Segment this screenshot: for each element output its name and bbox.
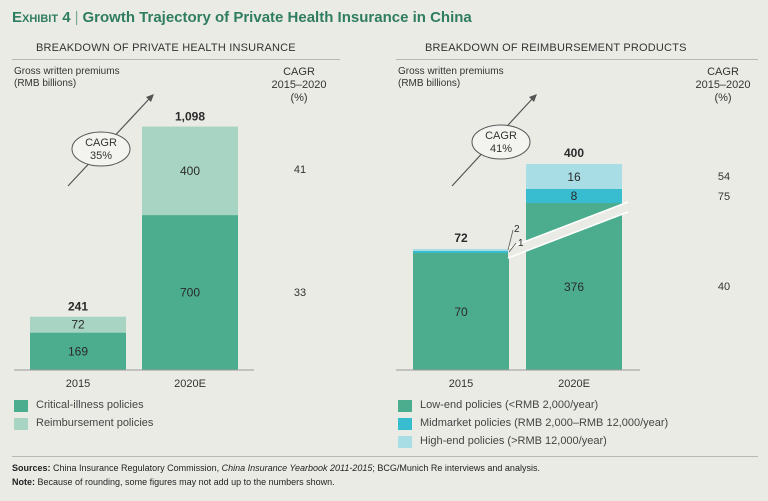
left-cagr-ellipse-value: 35% <box>90 150 112 162</box>
bar-2015-high <box>413 249 509 251</box>
sources-italic: China Insurance Yearbook 2011-2015 <box>221 463 373 473</box>
exhibit-title: Growth Trajectory of Private Health Insu… <box>82 9 472 26</box>
legend-mid: Midmarket policies (RMB 2,000–RMB 12,000… <box>420 417 669 429</box>
right-chart-title: BREAKDOWN OF REIMBURSEMENT PRODUCTS <box>425 42 687 54</box>
right-cagr-arrowhead <box>529 94 537 102</box>
footer-note: Note: Because of rounding, some figures … <box>12 477 335 487</box>
right-ylabel-line2: (RMB billions) <box>398 78 461 89</box>
total-2020-right: 400 <box>564 146 584 160</box>
left-ylabel-line1: Gross written premiums <box>14 66 120 77</box>
right-xlabel-2015: 2015 <box>448 378 474 390</box>
left-ylabel-line2: (RMB billions) <box>14 78 77 89</box>
label-2020-high: 16 <box>567 170 581 184</box>
page-title: Exhibit 4 | Growth Trajectory of Private H… <box>12 9 472 26</box>
label-2015-mid: 1 <box>518 238 524 249</box>
left-title-rule <box>12 59 340 60</box>
axis-break <box>508 202 628 258</box>
right-cagr-high: 54 <box>717 171 731 183</box>
bar-2020-mid <box>526 189 622 203</box>
left-cagr-ellipse-label: CAGR <box>85 137 117 149</box>
left-cagr-header: CAGR 2015–2020 (%) <box>254 66 344 105</box>
right-chart: 70 1 2 376 8 16 72 400 CAGR 41% <box>396 94 640 371</box>
bar-2015-mid <box>413 251 509 253</box>
bar-2020-high <box>526 164 622 189</box>
right-cagr-ellipse-label: CAGR <box>485 130 517 142</box>
left-cagr-arrowhead <box>146 94 154 102</box>
right-title-rule <box>396 59 758 60</box>
bar-2015-reimbursement <box>30 316 126 333</box>
legend-swatch-high <box>398 436 412 448</box>
right-cagr-h1: CAGR <box>707 66 739 78</box>
left-xlabel-2015: 2015 <box>65 378 91 390</box>
legend-swatch-reimbursement <box>14 418 28 430</box>
leader-2015-mid <box>508 242 517 253</box>
bar-2020-reimbursement <box>142 126 238 216</box>
left-cagr-ellipse <box>71 131 131 167</box>
bar-2020-critical <box>142 215 238 370</box>
right-cagr-ellipse-value: 41% <box>490 143 512 155</box>
label-2020-reimbursement: 400 <box>180 164 200 178</box>
exhibit-number: Exhibit 4 <box>12 9 71 26</box>
label-2015-high: 2 <box>514 224 520 235</box>
right-cagr-low: 40 <box>717 281 731 293</box>
note-label: Note: <box>12 477 35 487</box>
axis-break-line1 <box>507 201 629 249</box>
sources-post: ; BCG/Munich Re interviews and analysis. <box>372 463 540 473</box>
legend-critical: Critical-illness policies <box>36 399 144 411</box>
left-cagr-h2: 2015–2020 <box>271 79 327 91</box>
total-2020: 1,098 <box>175 110 205 124</box>
left-chart-title: BREAKDOWN OF PRIVATE HEALTH INSURANCE <box>36 42 296 54</box>
right-cagr-mid: 75 <box>717 191 731 203</box>
label-2015-low: 70 <box>454 305 468 319</box>
right-ylabel: Gross written premiums (RMB billions) <box>398 66 504 90</box>
label-2020-critical: 700 <box>180 286 200 300</box>
axis-break-line2 <box>507 211 629 259</box>
left-cagr-critical: 33 <box>293 287 307 299</box>
left-xlabel-2020: 2020E <box>174 378 206 390</box>
legend-swatch-critical <box>14 400 28 412</box>
right-cagr-h3: (%) <box>714 92 732 104</box>
legend-high: High-end policies (>RMB 12,000/year) <box>420 435 607 447</box>
legend-reimbursement: Reimbursement policies <box>36 417 154 429</box>
legend-swatch-mid <box>398 418 412 430</box>
label-2015-critical: 169 <box>68 344 88 358</box>
note-text: Because of rounding, some figures may no… <box>35 477 335 487</box>
sources-pre: China Insurance Regulatory Commission, <box>50 463 222 473</box>
label-2020-mid: 8 <box>571 189 578 203</box>
right-ylabel-line1: Gross written premiums <box>398 66 504 77</box>
left-cagr-h1: CAGR <box>283 66 315 78</box>
right-xlabel-2020: 2020E <box>558 378 590 390</box>
legend-low: Low-end policies (<RMB 2,000/year) <box>420 399 599 411</box>
bar-2015-low <box>413 253 509 370</box>
sources-label: Sources: <box>12 463 51 473</box>
footer-rule <box>12 456 758 457</box>
label-2015-reimbursement: 72 <box>71 318 85 332</box>
right-cagr-h2: 2015–2020 <box>695 79 751 91</box>
footer-sources: Sources: China Insurance Regulatory Comm… <box>12 463 540 473</box>
right-cagr-ellipse <box>471 124 531 160</box>
left-cagr-h3: (%) <box>290 92 308 104</box>
bar-2015-critical <box>30 332 126 370</box>
total-2015-right: 72 <box>454 231 468 245</box>
left-chart: 169 72 700 400 241 1,098 CAGR 35% <box>14 94 254 371</box>
legend-swatch-low <box>398 400 412 412</box>
total-2015: 241 <box>68 300 88 314</box>
title-separator: | <box>74 9 79 26</box>
right-cagr-header: CAGR 2015–2020 (%) <box>678 66 768 105</box>
left-cagr-reimbursement: 41 <box>293 164 307 176</box>
leader-2015-high <box>507 229 514 251</box>
label-2020-low: 376 <box>564 280 584 294</box>
left-ylabel: Gross written premiums (RMB billions) <box>14 66 120 90</box>
